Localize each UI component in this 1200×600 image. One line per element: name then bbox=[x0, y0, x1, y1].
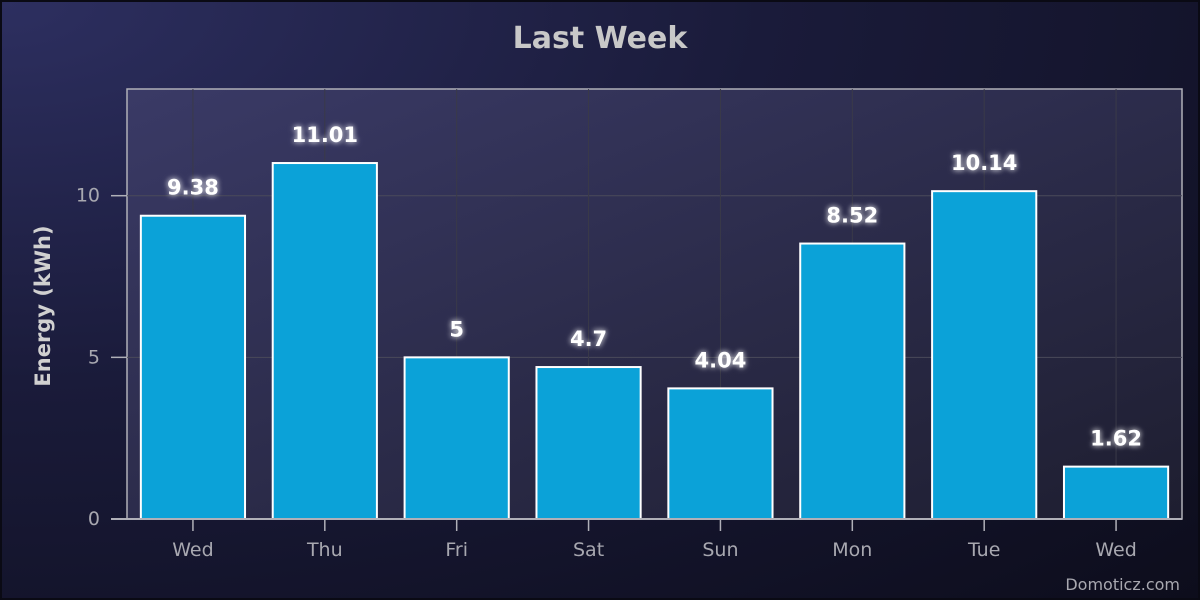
x-axis-ticks: Wed Thu Fri Sat Sun Mon Tue Wed bbox=[172, 519, 1137, 561]
x-tick-label: Tue bbox=[967, 539, 1000, 561]
x-tick-label: Sat bbox=[573, 539, 604, 561]
y-tick-label: 0 bbox=[88, 508, 100, 530]
bar[interactable] bbox=[667, 387, 774, 520]
x-tick-label: Fri bbox=[445, 539, 468, 561]
x-tick-label: Wed bbox=[1095, 539, 1136, 561]
credit-link[interactable]: Domoticz.com bbox=[1065, 575, 1180, 594]
x-tick-label: Thu bbox=[306, 539, 343, 561]
x-tick-label: Sun bbox=[702, 539, 738, 561]
bar[interactable] bbox=[271, 162, 378, 520]
data-label: 8.52 bbox=[826, 204, 878, 228]
value-labels: 9.38 11.01 5 4.7 4.04 8.52 10.14 1.62 bbox=[167, 123, 1142, 451]
x-tick-label: Wed bbox=[172, 539, 213, 561]
bar[interactable] bbox=[799, 242, 906, 520]
bar[interactable] bbox=[403, 356, 510, 520]
data-label: 1.62 bbox=[1090, 427, 1142, 451]
data-label: 5 bbox=[449, 317, 464, 341]
y-axis-label: Energy (kWh) bbox=[31, 225, 55, 386]
data-label: 4.7 bbox=[570, 327, 607, 351]
chart-title: Last Week bbox=[513, 21, 689, 56]
y-tick-label: 5 bbox=[88, 346, 100, 368]
bar[interactable] bbox=[535, 366, 642, 520]
bar[interactable] bbox=[1062, 465, 1170, 520]
x-tick-label: Mon bbox=[832, 539, 872, 561]
data-label: 10.14 bbox=[951, 151, 1017, 175]
y-axis-ticks: 0 5 10 bbox=[76, 185, 127, 530]
bar[interactable] bbox=[931, 190, 1038, 521]
data-label: 9.38 bbox=[167, 176, 219, 200]
bar[interactable] bbox=[139, 214, 247, 520]
y-tick-label: 10 bbox=[76, 185, 100, 207]
data-label: 4.04 bbox=[695, 348, 747, 372]
data-label: 11.01 bbox=[292, 123, 358, 147]
